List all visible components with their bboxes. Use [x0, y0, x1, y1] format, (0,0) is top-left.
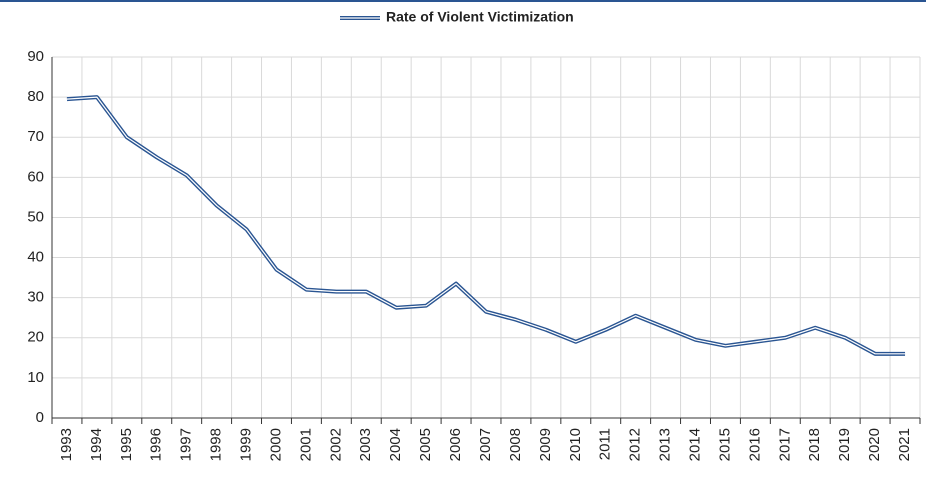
x-tick-label: 2006 [447, 428, 464, 461]
y-tick-label: 30 [27, 289, 44, 306]
y-tick-label: 10 [27, 369, 44, 386]
x-tick-label: 2014 [686, 428, 703, 461]
y-tick-label: 70 [27, 128, 44, 145]
legend-label: Rate of Violent Victimization [386, 9, 574, 25]
x-tick-label: 2003 [357, 428, 374, 461]
y-tick-label: 60 [27, 168, 44, 185]
x-tick-label: 2005 [417, 428, 434, 461]
line-inner [66, 96, 906, 355]
y-tick-label: 40 [27, 249, 44, 266]
x-tick-label: 1998 [208, 428, 225, 461]
x-tick-label: 2017 [776, 428, 793, 461]
x-tick-label: 2013 [657, 428, 674, 461]
x-tick-label: 2019 [836, 428, 853, 461]
x-tick-label: 2002 [327, 428, 344, 461]
x-tick-label: 2000 [267, 428, 284, 461]
line-outer [66, 95, 906, 356]
x-tick-label: 1993 [58, 428, 75, 461]
x-tick-label: 2010 [567, 428, 584, 461]
x-tick-label: 2018 [806, 428, 823, 461]
y-tick-label: 80 [27, 88, 44, 105]
x-tick-label: 2001 [297, 428, 314, 461]
y-tick-label: 50 [27, 208, 44, 225]
x-tick-label: 1997 [178, 428, 195, 461]
x-tick-label: 2004 [387, 428, 404, 461]
x-tick-label: 2015 [716, 428, 733, 461]
y-tick-label: 20 [27, 329, 44, 346]
x-tick-label: 2016 [746, 428, 763, 461]
x-tick-label: 1996 [148, 428, 165, 461]
x-tick-label: 2008 [507, 428, 524, 461]
y-tick-label: 0 [36, 409, 44, 426]
x-tick-label: 1994 [88, 428, 105, 461]
x-tick-label: 2021 [896, 428, 913, 461]
x-tick-label: 2020 [866, 428, 883, 461]
x-tick-label: 2011 [597, 428, 614, 460]
x-tick-label: 2007 [477, 428, 494, 461]
x-tick-label: 2012 [627, 428, 644, 461]
x-tick-label: 1999 [238, 428, 255, 461]
x-tick-label: 1995 [118, 428, 135, 461]
x-tick-label: 2009 [537, 428, 554, 461]
y-tick-label: 90 [27, 48, 44, 65]
